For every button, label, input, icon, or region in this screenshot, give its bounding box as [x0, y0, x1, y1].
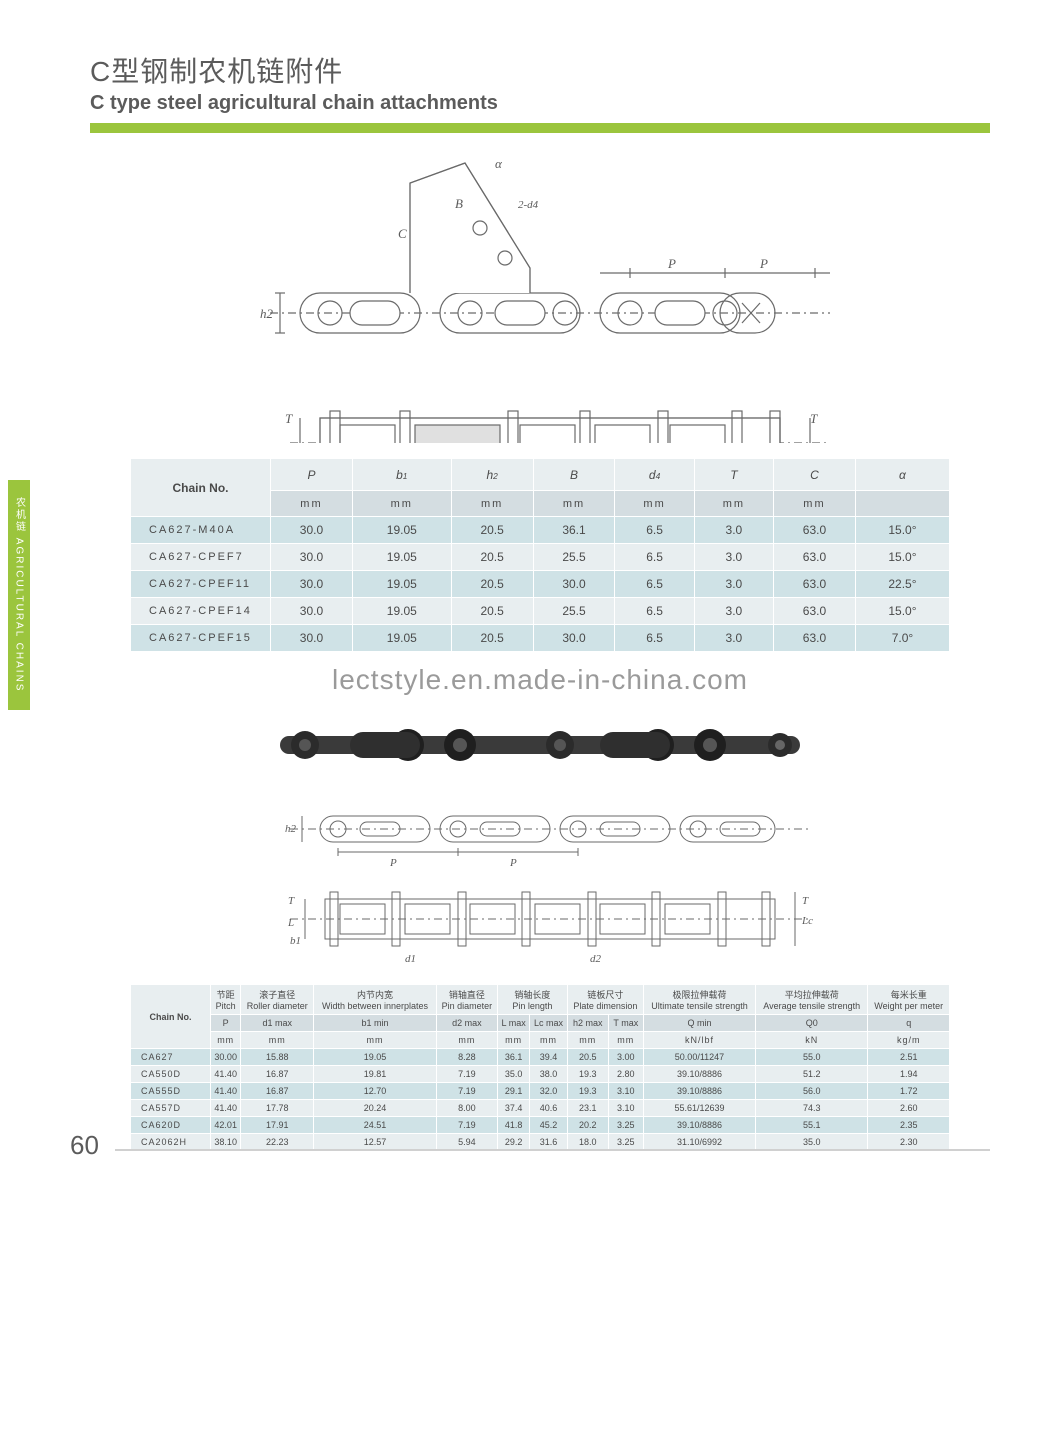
- col-T: T: [694, 459, 773, 491]
- accent-bar: [90, 123, 990, 133]
- col-B: B: [533, 459, 615, 491]
- product-photo: [260, 714, 820, 776]
- svg-text:P: P: [667, 256, 676, 271]
- title-chinese: C型钢制农机链附件: [90, 50, 990, 90]
- table-row: CA62730.0015.8819.058.2836.139.420.53.00…: [131, 1049, 950, 1066]
- svg-text:B: B: [455, 196, 463, 211]
- col-chain-no: Chain No.: [131, 459, 271, 517]
- svg-text:P: P: [389, 857, 397, 869]
- svg-text:d1: d1: [405, 953, 416, 965]
- technical-diagram-top: α C B 2-d4 P P h2 T b1 T: [230, 153, 850, 443]
- attachment-dimensions-table: Chain No. P b1 h2 B d4 T C α mm mm mm mm…: [130, 458, 950, 652]
- svg-text:b1: b1: [290, 935, 301, 947]
- table-row: CA627-CPEF1130.019.0520.530.06.53.063.02…: [131, 571, 950, 598]
- svg-text:α: α: [495, 156, 503, 171]
- table-row: CA627-CPEF730.019.0520.525.56.53.063.015…: [131, 544, 950, 571]
- svg-text:T: T: [810, 411, 818, 426]
- col-d4: d4: [615, 459, 694, 491]
- table-row: CA620D42.0117.9124.517.1941.845.220.23.2…: [131, 1117, 950, 1134]
- col-h2: h2: [451, 459, 533, 491]
- svg-text:P: P: [509, 857, 517, 869]
- page-number: 60: [70, 1130, 99, 1161]
- svg-text:T: T: [288, 895, 295, 907]
- table-row: CA627-CPEF1430.019.0520.525.56.53.063.01…: [131, 598, 950, 625]
- table-row: CA550D41.4016.8719.817.1935.038.019.32.8…: [131, 1066, 950, 1083]
- col-P: P: [271, 459, 353, 491]
- table-row: CA2062H38.1022.2312.575.9429.231.618.03.…: [131, 1134, 950, 1151]
- svg-text:L: L: [287, 917, 294, 929]
- side-section-tab: 农机链 AGRICULTURAL CHAINS: [8, 480, 30, 710]
- group-header-row: Chain No. 节距Pitch滚子直径Roller diameter内节内宽…: [131, 985, 950, 1015]
- svg-text:Lc: Lc: [801, 915, 813, 927]
- title-english: C type steel agricultural chain attachme…: [90, 92, 990, 115]
- title-block: C型钢制农机链附件 C type steel agricultural chai…: [90, 50, 990, 115]
- table-row: CA627-M40A30.019.0520.536.16.53.063.015.…: [131, 517, 950, 544]
- svg-text:2-d4: 2-d4: [518, 199, 539, 211]
- svg-text:d2: d2: [590, 953, 602, 965]
- watermark-url: lectstyle.en.made-in-china.com: [90, 664, 990, 696]
- svg-text:T: T: [285, 411, 293, 426]
- svg-text:h2: h2: [260, 306, 274, 321]
- footer-rule: [115, 1149, 990, 1151]
- col-C: C: [774, 459, 856, 491]
- table-row: CA557D41.4017.7820.248.0037.440.623.13.1…: [131, 1100, 950, 1117]
- table-row: CA627-CPEF1530.019.0520.530.06.53.063.07…: [131, 625, 950, 652]
- svg-text:C: C: [398, 226, 407, 241]
- svg-text:P: P: [759, 256, 768, 271]
- unit-row: mmmmmmmmmmmmmmmmkN/lbfkNkg/m: [131, 1032, 950, 1049]
- catalog-page: C型钢制农机链附件 C type steel agricultural chai…: [0, 0, 1060, 1181]
- col-chain-no: Chain No.: [131, 985, 211, 1049]
- technical-diagram-bottom: h2 P P T L b1 d1 d2 Lc T: [230, 794, 850, 969]
- col-b1: b1: [352, 459, 451, 491]
- table-row: CA555D41.4016.8712.707.1929.132.019.33.1…: [131, 1083, 950, 1100]
- col-alpha: α: [855, 459, 949, 491]
- chain-spec-table: Chain No. 节距Pitch滚子直径Roller diameter内节内宽…: [130, 984, 950, 1151]
- sub-header-row: Pd1 maxb1 mind2 maxL maxLc maxh2 maxT ma…: [131, 1015, 950, 1032]
- svg-text:h2: h2: [285, 823, 297, 835]
- svg-text:b1: b1: [280, 441, 293, 443]
- svg-text:T: T: [802, 895, 809, 907]
